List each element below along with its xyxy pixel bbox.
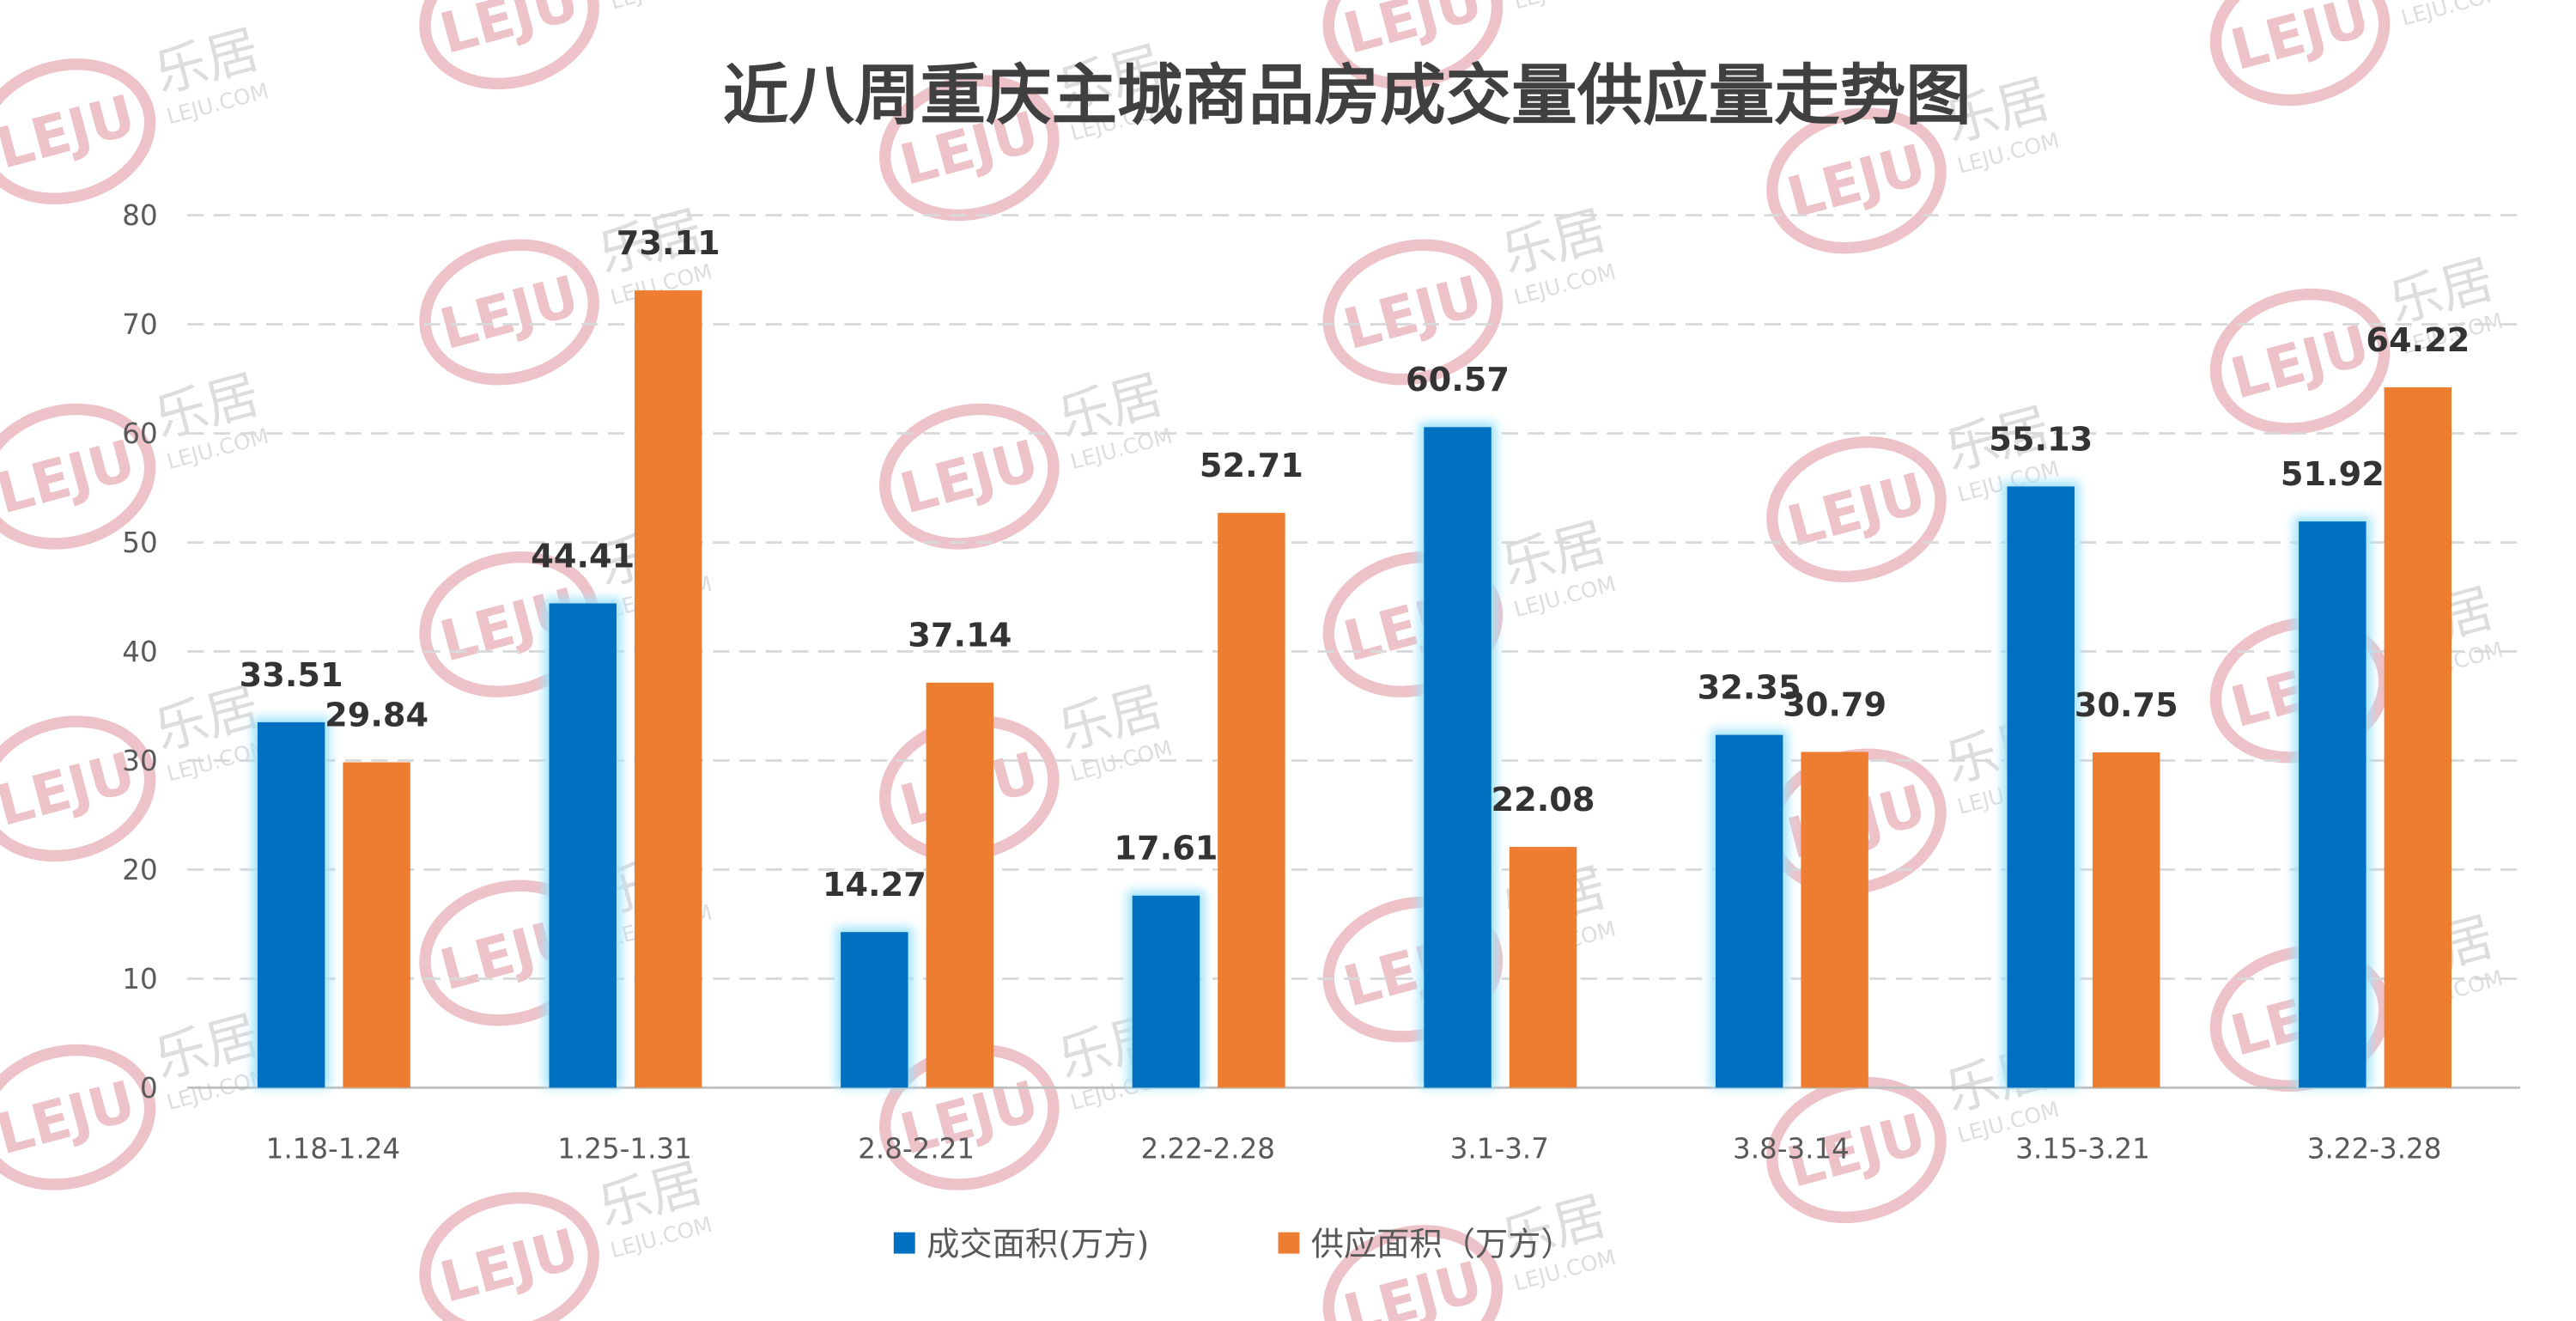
watermark-logo-text: LEJU bbox=[0, 740, 142, 839]
x-tick-label: 1.18-1.24 bbox=[266, 1133, 401, 1166]
watermark-logo-text: LEJU bbox=[0, 83, 142, 182]
data-label: 51.92 bbox=[2281, 455, 2385, 494]
bar-supply-area bbox=[1801, 752, 1868, 1088]
bar-supply-area bbox=[1509, 847, 1577, 1088]
y-tick-label: 10 bbox=[122, 963, 157, 995]
watermark-logo-ring bbox=[0, 715, 156, 862]
y-tick-label: 80 bbox=[122, 199, 157, 232]
watermark-logo-ring bbox=[419, 1191, 599, 1321]
watermark-logo-text: LEJU bbox=[1781, 461, 1933, 560]
bar-supply-area bbox=[926, 682, 994, 1088]
y-tick-label: 60 bbox=[122, 417, 157, 450]
watermark-logo-ring bbox=[2209, 288, 2391, 435]
watermark-logo-text: LEJU bbox=[434, 265, 586, 363]
watermark-logo-ring bbox=[1322, 239, 1504, 386]
watermark-logo-ring bbox=[1322, 1225, 1504, 1321]
data-label: 30.75 bbox=[2075, 686, 2178, 725]
data-label: 60.57 bbox=[1406, 361, 1510, 399]
data-label: 64.22 bbox=[2366, 321, 2470, 360]
watermark-logo-ring bbox=[0, 58, 156, 204]
data-label: 33.51 bbox=[240, 656, 343, 695]
watermark-logo-ring bbox=[419, 0, 599, 90]
data-label: 17.61 bbox=[1114, 830, 1218, 868]
bar-transaction-area bbox=[841, 932, 908, 1088]
bar-transaction-area bbox=[1424, 427, 1492, 1088]
watermark-logo-ring bbox=[879, 75, 1060, 222]
watermark-logo-text: LEJU bbox=[2225, 314, 2377, 412]
bar-supply-area bbox=[1218, 513, 1285, 1088]
bar-transaction-area bbox=[1132, 895, 1200, 1088]
watermark-logo-ring bbox=[1322, 0, 1504, 90]
watermark-logo-ring bbox=[0, 1044, 156, 1190]
x-tick-label: 3.1-3.7 bbox=[1450, 1133, 1549, 1166]
watermark-logo-ring bbox=[1766, 107, 1947, 254]
chart-title: 近八周重庆主城商品房成交量供应量走势图 bbox=[723, 58, 1971, 135]
y-tick-label: 20 bbox=[122, 854, 157, 886]
x-tick-label: 3.22-3.28 bbox=[2307, 1133, 2442, 1166]
bar-supply-area bbox=[2093, 752, 2160, 1088]
data-label: 73.11 bbox=[617, 224, 720, 263]
watermark-logo-ring bbox=[879, 403, 1060, 550]
bar-transaction-area bbox=[2299, 521, 2366, 1088]
bar-transaction-area bbox=[549, 603, 617, 1088]
watermark-logo-text: LEJU bbox=[2225, 0, 2377, 83]
watermark-site: LEJU.COM bbox=[2398, 0, 2506, 31]
y-tick-label: 50 bbox=[122, 527, 157, 559]
data-label: 30.79 bbox=[1783, 685, 1886, 724]
x-tick-label: 3.15-3.21 bbox=[2015, 1133, 2150, 1166]
watermark-site: LEJU.COM bbox=[1511, 0, 1619, 14]
legend-label-series2: 供应面积（万方） bbox=[1311, 1225, 1574, 1263]
x-tick-label: 2.22-2.28 bbox=[1140, 1133, 1275, 1166]
data-label: 55.13 bbox=[1989, 420, 2093, 459]
watermark-logo-text: LEJU bbox=[434, 1217, 586, 1316]
x-tick-label: 2.8-2.21 bbox=[858, 1133, 975, 1166]
data-label: 29.84 bbox=[325, 696, 428, 734]
x-tick-label: 3.8-3.14 bbox=[1733, 1133, 1850, 1166]
data-label: 14.27 bbox=[823, 866, 927, 904]
watermark-logo-ring bbox=[1766, 436, 1947, 582]
bar-supply-area bbox=[2384, 387, 2452, 1088]
data-label: 22.08 bbox=[1492, 781, 1595, 819]
bar-transaction-area bbox=[2007, 486, 2075, 1088]
y-tick-label: 70 bbox=[122, 308, 157, 341]
watermark-logo-text: LEJU bbox=[894, 429, 1046, 527]
watermark-logo-ring bbox=[419, 239, 599, 386]
watermark-logo-ring bbox=[0, 403, 156, 550]
data-label: 52.71 bbox=[1200, 447, 1303, 485]
y-axis: 0 10 20 30 40 50 60 70 80 bbox=[122, 199, 157, 1105]
y-tick-label: 40 bbox=[122, 636, 157, 668]
data-label: 32.35 bbox=[1698, 669, 1801, 708]
legend-swatch-series2 bbox=[1278, 1232, 1300, 1254]
bar-transaction-area bbox=[257, 721, 325, 1088]
legend-swatch-series1 bbox=[893, 1232, 915, 1254]
watermark-logo-ring bbox=[2209, 0, 2391, 107]
watermark-logo-text: LEJU bbox=[1337, 265, 1489, 363]
watermark-site: LEJU.COM bbox=[608, 0, 715, 14]
watermark-logo-text: LEJU bbox=[0, 429, 142, 527]
x-axis: 1.18-1.24 1.25-1.31 2.8-2.21 2.22-2.28 3.1-3… bbox=[266, 1133, 2442, 1166]
bar-supply-area bbox=[634, 290, 702, 1088]
legend-label-series1: 成交面积(万方) bbox=[927, 1225, 1149, 1263]
bar-transaction-area bbox=[1715, 734, 1783, 1088]
data-label: 37.14 bbox=[908, 617, 1012, 655]
data-label: 44.41 bbox=[531, 537, 635, 575]
legend: 成交面积(万方) 供应面积（万方） bbox=[893, 1225, 1574, 1263]
y-tick-label: 30 bbox=[122, 745, 157, 777]
bar-supply-area bbox=[343, 762, 410, 1088]
watermark-logo-text: LEJU bbox=[0, 1069, 142, 1168]
y-tick-label: 0 bbox=[140, 1072, 158, 1105]
x-tick-label: 1.25-1.31 bbox=[557, 1133, 692, 1166]
